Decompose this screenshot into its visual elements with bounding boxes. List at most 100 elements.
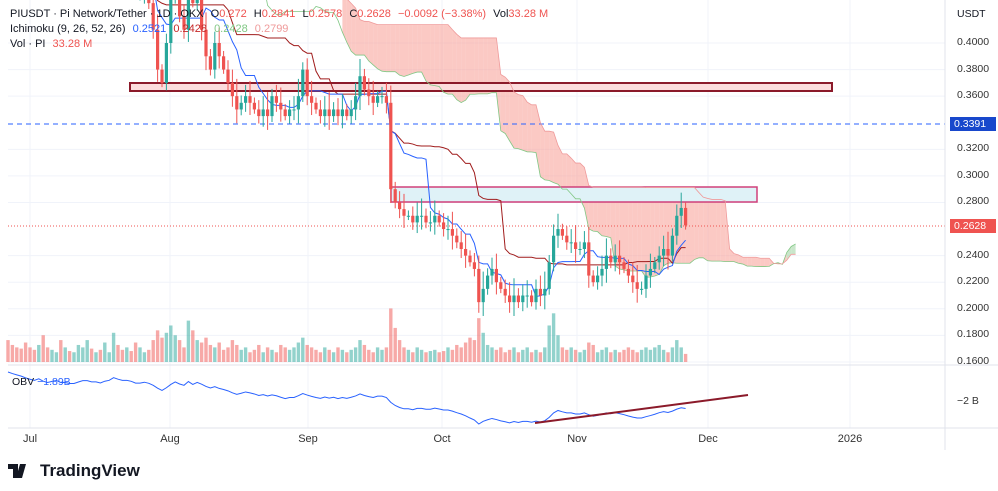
candle-body	[156, 29, 160, 70]
volume-bar	[10, 344, 15, 362]
volume-bar	[424, 352, 428, 362]
volume-bar	[380, 349, 384, 362]
cloud-segment	[368, 21, 374, 65]
volume-bar	[160, 337, 164, 362]
cloud-segment	[716, 199, 721, 262]
volume-bar	[89, 348, 94, 362]
volume-bar	[679, 347, 683, 362]
volume-bar	[441, 351, 446, 362]
candle-body	[675, 215, 679, 236]
volume-bar	[323, 347, 327, 362]
volume-bar	[397, 340, 402, 362]
volume-bar	[534, 349, 538, 362]
obv-value: −1.89B	[37, 376, 71, 388]
cloud-segment	[747, 257, 752, 267]
resistance-zone-box[interactable]	[129, 82, 833, 92]
candle-body	[543, 288, 547, 296]
symbol-title[interactable]: PIUSDT · Pi Network/Tether · 1D · OKX	[10, 8, 204, 20]
candle-body	[323, 109, 327, 117]
volume-bar	[345, 352, 349, 362]
price-tick: 0.4000	[957, 36, 990, 48]
volume-bar	[287, 349, 292, 362]
volume-bar	[551, 313, 556, 362]
candle-body	[305, 69, 309, 97]
volume-bar	[512, 347, 516, 362]
candle-body	[657, 255, 661, 263]
volume-bar	[661, 349, 666, 362]
candle-body	[560, 229, 564, 236]
cloud-segment	[461, 37, 466, 103]
volume-bar	[279, 344, 283, 362]
kijun-value: 0.2428	[173, 23, 207, 35]
cloud-segment	[764, 258, 770, 267]
volume-bar	[274, 352, 279, 362]
price-tick: 0.3800	[957, 62, 990, 75]
volume-bar	[195, 340, 199, 362]
volume-bar	[675, 340, 679, 362]
candle-body	[591, 275, 595, 283]
span-a-value: 0.2428	[214, 23, 248, 35]
volume-bar	[133, 342, 138, 362]
cloud-segment	[734, 253, 739, 264]
cloud-segment	[628, 187, 633, 272]
candle-body	[345, 109, 349, 117]
volume-bar	[54, 352, 59, 362]
cloud-segment	[738, 254, 743, 265]
volume-bar	[63, 347, 67, 362]
volume-bar	[604, 347, 609, 362]
candle-body	[578, 248, 582, 250]
candle-body	[530, 295, 534, 303]
volume-bar	[507, 349, 512, 362]
volume-bar	[67, 351, 72, 362]
volume-bar	[327, 349, 331, 362]
volume-bar	[349, 349, 353, 362]
volume-legend[interactable]: Vol · PI 33.28 M	[10, 38, 96, 50]
volume-bar	[683, 353, 688, 362]
currency-label[interactable]: USDT	[957, 8, 986, 20]
supply-zone-box[interactable]	[390, 186, 758, 203]
volume-bar	[485, 344, 490, 362]
candle-body	[384, 96, 388, 103]
candle-body	[204, 29, 208, 57]
candle-body	[222, 56, 226, 70]
cloud-segment	[360, 19, 365, 56]
volume-value: 33.28 M	[52, 38, 93, 50]
tradingview-logo[interactable]: TradingView	[8, 461, 140, 481]
tenkan-value: 0.2521	[132, 23, 167, 35]
candle-body	[147, 0, 151, 4]
candle-body	[547, 262, 551, 289]
last-price-badge: 0.2628	[950, 219, 996, 233]
obv-legend[interactable]: OBV −1.89B	[12, 376, 71, 388]
candle-body	[354, 96, 358, 110]
volume-bar	[103, 342, 107, 362]
candle-body	[411, 215, 415, 223]
obv-trendline[interactable]	[534, 394, 749, 424]
candle-body	[512, 295, 516, 303]
volume-bar	[578, 352, 582, 362]
ichimoku-legend[interactable]: Ichimoku (9, 26, 52, 26) 0.2521 0.2428 0…	[10, 23, 292, 35]
ichimoku-label: Ichimoku (9, 26, 52, 26)	[10, 23, 126, 35]
candle-body	[402, 209, 406, 216]
cloud-segment	[527, 102, 532, 152]
volume-bar	[411, 352, 415, 362]
volume-bar	[261, 352, 265, 362]
volume-bar	[393, 327, 397, 362]
volume-bar	[230, 340, 235, 362]
candle-body	[622, 262, 626, 269]
cloud-segment	[412, 24, 418, 74]
volume-bar	[116, 344, 120, 362]
volume-bar	[631, 349, 635, 362]
candle-body	[600, 268, 604, 276]
cloud-segment	[619, 187, 624, 270]
candle-body	[556, 229, 560, 236]
cloud-segment	[707, 198, 712, 262]
candle-body	[358, 76, 362, 97]
candle-body	[503, 288, 507, 296]
candle-body	[266, 109, 270, 117]
volume-bar	[283, 347, 287, 362]
candle-body	[521, 295, 525, 303]
candle-body	[261, 109, 265, 117]
candle-body	[164, 43, 168, 83]
volume-bar	[186, 320, 191, 362]
